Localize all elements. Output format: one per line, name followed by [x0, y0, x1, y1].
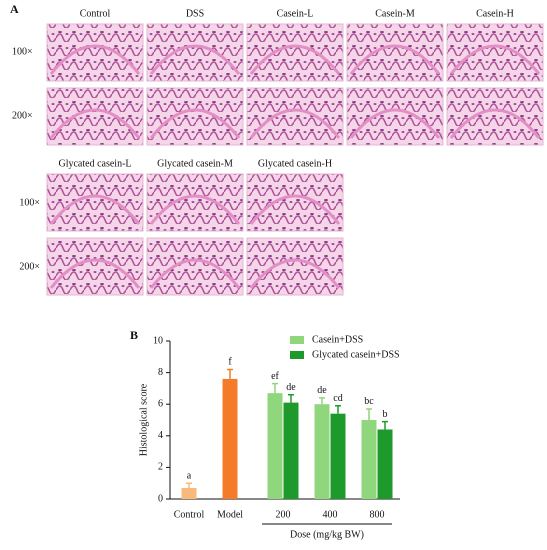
x-tick-label: Control: [174, 509, 205, 520]
histology-image: [446, 87, 544, 146]
bar: [181, 487, 197, 499]
error-bar: [319, 397, 325, 405]
tissue-outline: [49, 44, 141, 75]
row-label: 100×: [19, 197, 40, 208]
error-bar: [186, 482, 192, 488]
error-bar: [288, 393, 294, 403]
error-bar: [272, 382, 278, 394]
x-axis-label: Dose (mg/kg BW): [290, 529, 364, 540]
tissue-outline: [249, 108, 341, 139]
row-label: 200×: [19, 261, 40, 272]
tissue-outline: [249, 194, 341, 225]
error-bar: [366, 408, 372, 420]
significance-label: f: [228, 357, 232, 368]
column-label: Control: [80, 8, 111, 19]
x-tick-label: 400: [323, 509, 338, 520]
histology-image: [446, 23, 544, 82]
error-bar: [335, 405, 341, 414]
tissue-outline: [349, 44, 441, 75]
bar: [222, 378, 238, 499]
y-tick-label: 0: [158, 493, 163, 504]
panel-a: A Control DSS Casein-L Casein-M Casein-H Glyc…: [10, 2, 544, 296]
tissue-outline: [449, 108, 541, 139]
histology-image: [46, 237, 144, 296]
row-label: 200×: [12, 110, 33, 121]
bar: [330, 413, 346, 499]
bar: [314, 404, 330, 499]
tissue-outline: [49, 108, 141, 139]
tissue-outline: [149, 258, 241, 289]
row-label: 100×: [12, 46, 33, 57]
y-tick-label: 2: [158, 462, 163, 473]
x-tick-label: 200: [276, 509, 291, 520]
histology-image: [346, 23, 444, 82]
legend-swatch: [290, 336, 304, 344]
significance-label: b: [383, 409, 388, 420]
panel-label: B: [130, 328, 138, 342]
y-tick-label: 10: [153, 335, 163, 346]
legend-swatch: [290, 351, 304, 359]
significance-label: a: [187, 470, 192, 481]
bar: [267, 393, 283, 499]
column-label: Glycated casein-M: [157, 158, 233, 169]
column-label: Glycated casein-H: [258, 158, 332, 169]
histology-image: [146, 173, 244, 232]
histology-image: [46, 23, 144, 82]
histology-image: [246, 87, 344, 146]
histology-image: [146, 23, 244, 82]
histology-image: [246, 23, 344, 82]
panel-label: A: [10, 2, 19, 16]
y-tick-label: 6: [158, 398, 163, 409]
column-label: Casein-M: [375, 8, 415, 19]
error-bar: [227, 368, 233, 379]
column-label: Casein-H: [476, 8, 514, 19]
bar: [283, 402, 299, 499]
column-label: DSS: [186, 8, 204, 19]
significance-label: de: [317, 385, 327, 396]
histology-image: [146, 237, 244, 296]
histology-image: [46, 173, 144, 232]
y-tick-label: 4: [158, 430, 163, 441]
histology-image: [246, 173, 344, 232]
histology-image: [146, 87, 244, 146]
tissue-outline: [249, 258, 341, 289]
tissue-outline: [249, 44, 341, 75]
tissue-outline: [149, 108, 241, 139]
bar: [377, 429, 393, 499]
legend-label: Casein+DSS: [312, 334, 363, 345]
legend-label: Glycated casein+DSS: [312, 349, 400, 360]
significance-label: ef: [271, 371, 279, 382]
tissue-outline: [49, 258, 141, 289]
significance-label: de: [286, 382, 296, 393]
x-tick-label: Model: [217, 509, 243, 520]
tissue-outline: [349, 108, 441, 139]
tissue-outline: [149, 194, 241, 225]
tissue-outline: [449, 44, 541, 75]
significance-label: cd: [333, 393, 342, 404]
significance-label: bc: [364, 396, 374, 407]
column-label: Glycated casein-L: [58, 158, 131, 169]
y-tick-label: 8: [158, 367, 163, 378]
histology-image: [246, 237, 344, 296]
y-axis-label: Histological score: [138, 383, 149, 456]
histology-image: [46, 87, 144, 146]
column-label: Casein-L: [277, 8, 314, 19]
error-bar: [382, 420, 388, 430]
histology-image: [346, 87, 444, 146]
bar: [361, 420, 377, 499]
x-tick-label: 800: [370, 509, 385, 520]
tissue-outline: [49, 194, 141, 225]
panel-b: B 0 2 4 6 8 10 Histological score Control Model 2…: [130, 328, 400, 540]
tissue-outline: [149, 44, 241, 75]
